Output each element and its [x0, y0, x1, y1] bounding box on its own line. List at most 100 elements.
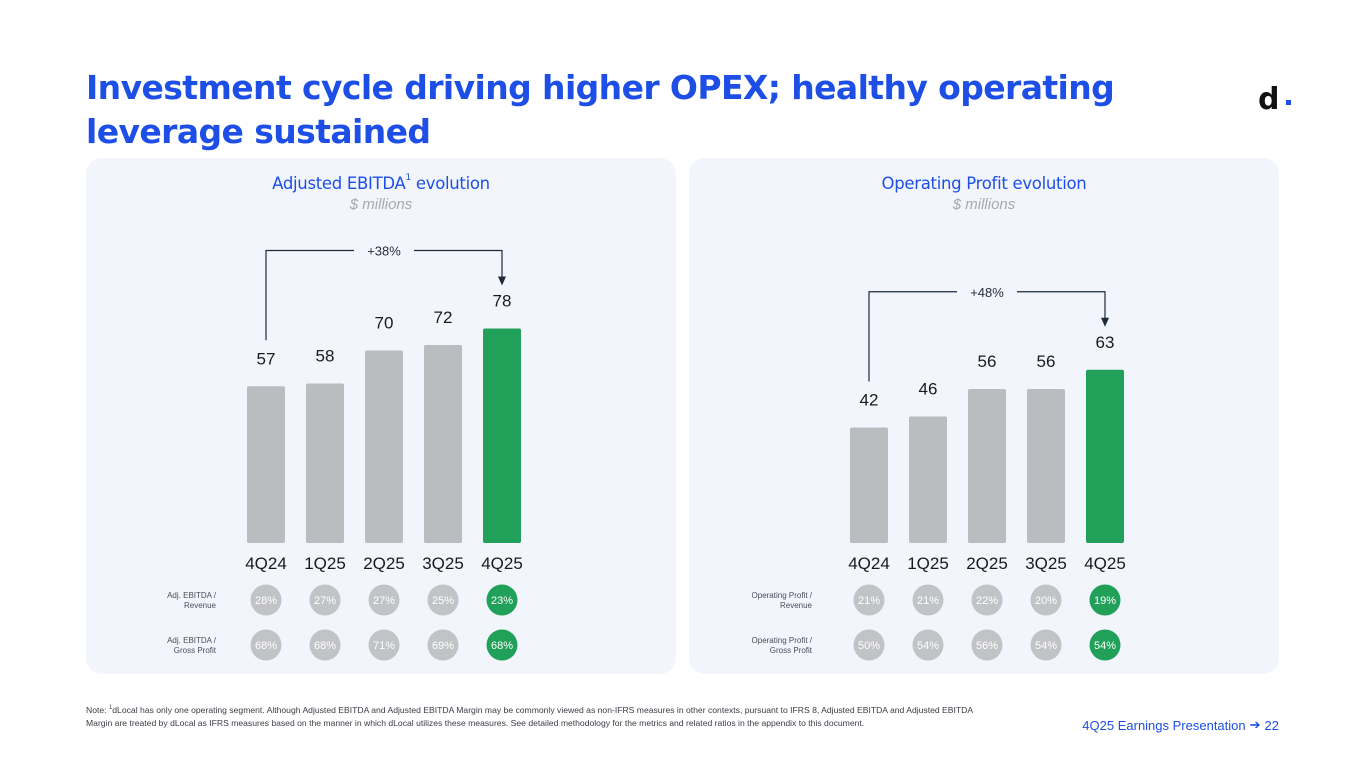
growth-label: +48%	[970, 285, 1004, 300]
ratio-value: 21%	[858, 595, 880, 607]
category-label: 4Q25	[1084, 554, 1126, 573]
ratio-value: 68%	[314, 640, 336, 652]
category-label: 1Q25	[907, 554, 949, 573]
chart-title-suffix: evolution	[1007, 174, 1087, 193]
ratio-circle	[250, 629, 282, 661]
bar-1Q25	[909, 416, 947, 543]
arrow-right-icon: ➔	[1249, 717, 1261, 732]
ratio-circle	[368, 584, 400, 616]
category-label: 4Q24	[848, 554, 890, 573]
growth-bracket-left	[868, 291, 957, 382]
ratio-circle	[912, 584, 944, 616]
bar-3Q25	[1027, 389, 1065, 543]
bar-value-label: 57	[257, 349, 276, 368]
bar-4Q25	[483, 328, 521, 543]
ratio-value: 27%	[373, 595, 395, 607]
footer-label: 4Q25 Earnings Presentation	[1082, 717, 1246, 733]
growth-bracket-right	[1017, 291, 1106, 320]
ratio-value: 68%	[255, 640, 277, 652]
ratio-circle	[486, 584, 518, 616]
arrow-down-icon	[498, 276, 506, 286]
category-label: 4Q24	[245, 554, 287, 573]
footnote: Note: 1dLocal has only one operating seg…	[86, 702, 976, 730]
category-label: 2Q25	[363, 554, 405, 573]
ratio-value: 21%	[917, 595, 939, 607]
ratio-label: Gross Profit	[770, 646, 813, 655]
ratio-value: 28%	[255, 595, 277, 607]
ratio-circle	[912, 629, 944, 661]
ratio-value: 54%	[1094, 640, 1116, 652]
ratio-value: 20%	[1035, 595, 1057, 607]
dlocal-logo: d	[1258, 82, 1298, 122]
growth-bracket-right	[414, 249, 503, 279]
ratio-label: Adj. EBITDA /	[167, 636, 217, 645]
ratio-value: 19%	[1094, 595, 1116, 607]
operating-profit-chart: 42 4Q24 46 1Q25 56 2Q25 56 3Q25 63 4Q25 +48% Operat…	[752, 285, 1126, 661]
ratio-value: 54%	[917, 640, 939, 652]
ratio-circle	[971, 629, 1003, 661]
ratio-label: Adj. EBITDA /	[167, 591, 217, 600]
ratio-circle	[427, 584, 459, 616]
category-label: 3Q25	[422, 554, 464, 573]
ratio-value: 56%	[976, 640, 998, 652]
bar-3Q25	[424, 345, 462, 543]
page-number: 22	[1264, 717, 1279, 733]
footnote-marker: 1	[405, 173, 412, 183]
ratio-label: Operating Profit /	[752, 591, 813, 600]
arrow-down-icon	[1101, 317, 1109, 327]
panel-title: Adjusted EBITDA1 evolution	[86, 173, 676, 193]
ratio-circle	[1089, 584, 1121, 616]
ratio-value: 23%	[491, 595, 513, 607]
bar-value-label: 56	[1037, 352, 1056, 371]
bar-value-label: 63	[1096, 333, 1115, 352]
footer-presentation-link[interactable]: 4Q25 Earnings Presentation ➔ 22	[1082, 717, 1279, 733]
bar-value-label: 42	[860, 391, 879, 410]
ratio-label: Revenue	[780, 601, 813, 610]
footnote-prefix: Note:	[86, 704, 109, 715]
ratio-circle	[1030, 629, 1062, 661]
footnote-text: dLocal has only one operating segment. A…	[86, 704, 973, 728]
ratio-circle	[1089, 629, 1121, 661]
footnote-marker: 1	[108, 705, 113, 711]
ratio-label: Operating Profit /	[752, 636, 813, 645]
chart-subtitle: $ millions	[349, 196, 413, 213]
chart-title: Operating Profit	[881, 174, 1008, 193]
panel-title: Operating Profit evolution	[689, 174, 1279, 193]
ratio-circle	[427, 629, 459, 661]
logo-dot-icon	[1286, 100, 1291, 105]
bar-4Q24	[247, 386, 285, 543]
ratio-value: 22%	[976, 595, 998, 607]
operating-profit-panel: Operating Profit evolution $ millions 42…	[689, 158, 1279, 674]
chart-title: Adjusted EBITDA	[272, 174, 406, 193]
adjusted-ebitda-chart: 57 4Q24 58 1Q25 70 2Q25 72 3Q25 78 4Q25 +38% Adj. E…	[167, 244, 523, 661]
ratio-circle	[971, 584, 1003, 616]
slide-title: Investment cycle driving higher OPEX; he…	[86, 68, 1115, 151]
ratio-circle	[309, 629, 341, 661]
ratio-value: 69%	[432, 640, 454, 652]
category-label: 4Q25	[481, 554, 523, 573]
bar-4Q25	[1086, 369, 1124, 543]
logo-letter: d	[1258, 82, 1280, 117]
bar-value-label: 56	[978, 352, 997, 371]
bar-value-label: 58	[316, 347, 335, 366]
ratio-label: Gross Profit	[174, 646, 217, 655]
bar-4Q24	[850, 427, 888, 543]
category-label: 3Q25	[1025, 554, 1067, 573]
ratio-label: Revenue	[184, 601, 217, 610]
chart-title-suffix: evolution	[410, 174, 490, 193]
bar-2Q25	[365, 350, 403, 543]
bar-value-label: 78	[493, 292, 512, 311]
ratio-circle	[1030, 584, 1062, 616]
ratio-value: 68%	[491, 640, 513, 652]
ratio-circle	[368, 629, 400, 661]
bar-value-label: 72	[434, 308, 453, 327]
chart-subtitle: $ millions	[952, 196, 1016, 213]
ratio-value: 27%	[314, 595, 336, 607]
growth-label: +38%	[367, 244, 401, 259]
ratio-value: 50%	[858, 640, 880, 652]
bar-2Q25	[968, 389, 1006, 543]
ratio-circle	[853, 584, 885, 616]
adjusted-ebitda-panel: Adjusted EBITDA1 evolution $ millions 57…	[86, 158, 676, 674]
ratio-value: 54%	[1035, 640, 1057, 652]
ratio-circle	[486, 629, 518, 661]
